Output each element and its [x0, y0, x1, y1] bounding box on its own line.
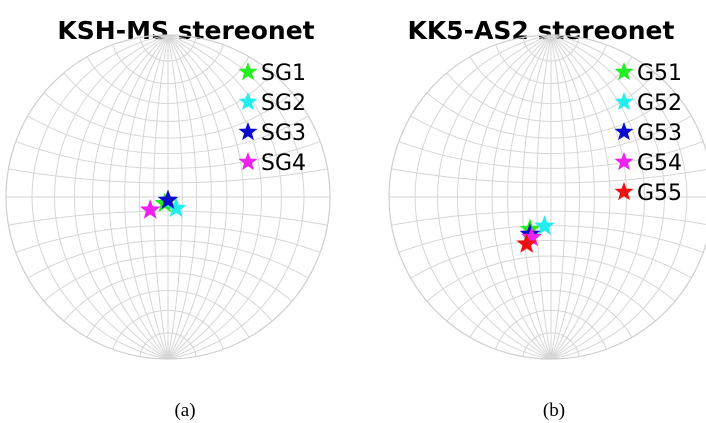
legend: G51 G52 G53 G54 G55 [614, 61, 682, 206]
legend-marker-g55 [614, 182, 634, 201]
legend-label-g55: G55 [637, 181, 682, 206]
legend-marker-sg1 [238, 62, 258, 81]
legend-label-g53: G53 [637, 121, 682, 146]
primitive-circle [5, 34, 331, 360]
legend-marker-g52 [614, 92, 634, 111]
data-points [139, 189, 187, 219]
legend-label-g52: G52 [637, 91, 682, 116]
legend-label-g51: G51 [637, 61, 682, 86]
chart-title: KK5-AS2 stereonet [408, 16, 675, 45]
legend-marker-sg3 [238, 122, 258, 141]
primitive-circle [388, 34, 706, 360]
point-sg3 [157, 189, 179, 210]
stereonet-panel-b: KK5-AS2 stereonet G51 G52 G53 G54 G55 (b) [388, 16, 706, 421]
legend-label-sg2: SG2 [261, 91, 306, 116]
panel-caption: (b) [543, 400, 565, 421]
legend-marker-sg4 [238, 152, 258, 171]
legend-label-sg4: SG4 [261, 151, 306, 176]
legend-marker-g51 [614, 62, 634, 81]
stereonet-panel-a: KSH-MS stereonet SG1 SG2 SG3 SG4 (a) [5, 16, 331, 421]
chart-title: KSH-MS stereonet [57, 16, 314, 45]
legend-label-g54: G54 [637, 151, 682, 176]
point-sg4 [139, 199, 161, 219]
legend-label-sg1: SG1 [261, 61, 306, 86]
panel-caption: (a) [174, 400, 195, 421]
legend-marker-g54 [614, 152, 634, 171]
data-points [516, 215, 555, 253]
legend-marker-sg2 [238, 92, 258, 111]
legend-label-sg3: SG3 [261, 121, 306, 146]
legend-marker-g53 [614, 122, 634, 141]
legend: SG1 SG2 SG3 SG4 [238, 61, 306, 176]
stereonet-grid [6, 34, 330, 360]
point-g55 [516, 233, 538, 253]
point-g52 [534, 215, 555, 235]
